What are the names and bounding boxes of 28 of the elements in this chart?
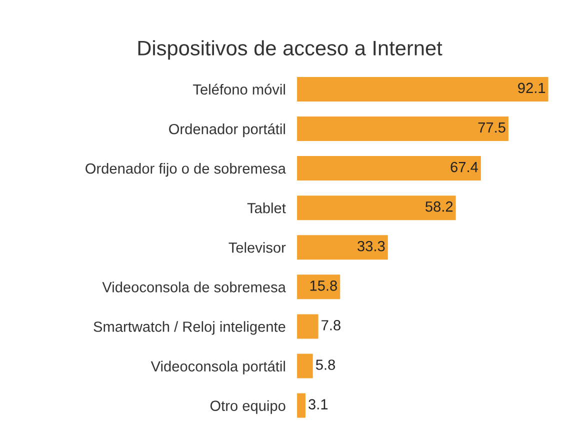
y-tick-label: Televisor <box>228 242 286 253</box>
data-label: 15.8 <box>310 280 337 291</box>
y-tick-label: Smartwatch / Reloj inteligente <box>94 321 286 335</box>
data-label: 77.5 <box>478 122 506 133</box>
bar <box>297 354 313 378</box>
y-tick-label: Videoconsola portátil <box>150 360 285 374</box>
data-label: 5.8 <box>316 360 335 370</box>
chart-title: Dispositivos de acceso a Internet <box>138 40 442 60</box>
y-tick-label: Ordenador fijo o de sobremesa <box>86 163 286 177</box>
data-label: 3.1 <box>308 399 328 410</box>
y-tick-label: Videoconsola de sobremesa <box>102 282 286 292</box>
y-tick-label: Ordenador portátil <box>169 123 285 138</box>
y-tick-label: Otro equipo <box>210 400 286 414</box>
y-tick-label: Tablet <box>247 202 286 214</box>
data-label: 58.2 <box>425 201 453 212</box>
bar <box>297 393 306 418</box>
bar <box>297 116 508 142</box>
bar <box>297 156 481 181</box>
bar <box>297 314 318 339</box>
bar <box>297 196 456 220</box>
y-tick-label: Teléfono móvil <box>193 84 285 95</box>
data-label: 67.4 <box>450 162 478 172</box>
data-label: 7.8 <box>322 320 340 330</box>
bar <box>297 76 548 102</box>
data-label: 33.3 <box>358 240 385 252</box>
data-label: 92.1 <box>518 82 546 94</box>
bar <box>297 235 388 260</box>
bar <box>297 274 340 300</box>
